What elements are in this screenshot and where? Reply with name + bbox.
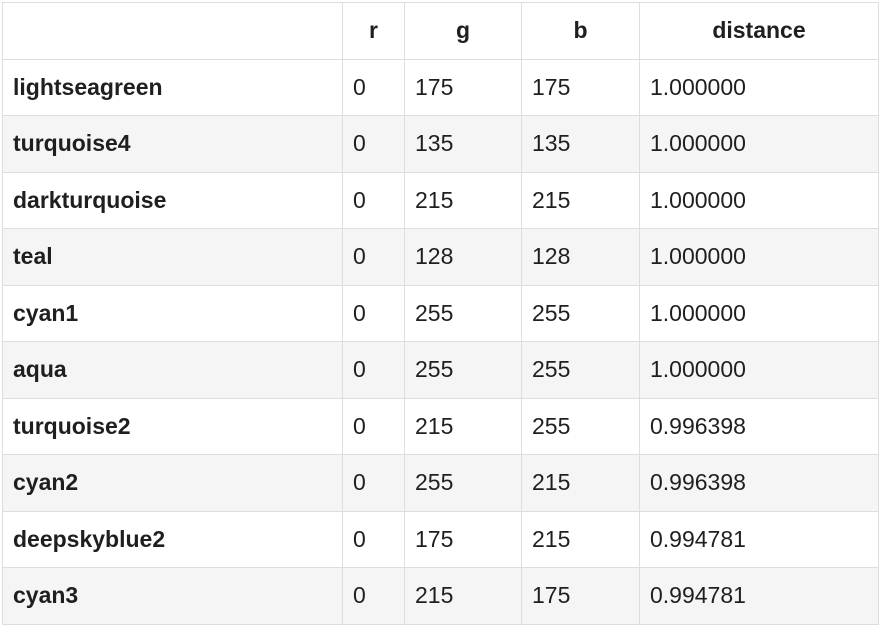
g-cell: 255: [404, 341, 522, 399]
distance-cell: 0.996398: [639, 397, 879, 455]
distance-cell: 1.000000: [639, 228, 879, 286]
g-cell: 135: [404, 115, 522, 173]
g-cell: 175: [404, 510, 522, 568]
distance-cell: 1.000000: [639, 341, 879, 399]
header-index: [2, 2, 343, 60]
b-cell: 128: [521, 228, 640, 286]
g-cell: 215: [404, 171, 522, 229]
table-row: aqua 0 255 255 1.000000: [2, 341, 879, 399]
r-cell: 0: [342, 115, 405, 173]
b-cell: 215: [521, 454, 640, 512]
r-cell: 0: [342, 284, 405, 342]
g-cell: 255: [404, 284, 522, 342]
distance-cell: 0.994781: [639, 567, 879, 625]
b-cell: 175: [521, 58, 640, 116]
dataframe-table: r g b distance lightseagreen 0 175 175 1…: [2, 2, 879, 625]
row-index-cell: lightseagreen: [2, 58, 343, 116]
table-row: turquoise2 0 215 255 0.996398: [2, 397, 879, 455]
distance-cell: 1.000000: [639, 171, 879, 229]
row-index-cell: turquoise4: [2, 115, 343, 173]
table-body: lightseagreen 0 175 175 1.000000 turquoi…: [2, 58, 879, 625]
distance-cell: 1.000000: [639, 58, 879, 116]
table-row: lightseagreen 0 175 175 1.000000: [2, 58, 879, 116]
b-cell: 255: [521, 397, 640, 455]
b-cell: 255: [521, 284, 640, 342]
b-cell: 135: [521, 115, 640, 173]
table-row: darkturquoise 0 215 215 1.000000: [2, 171, 879, 229]
g-cell: 215: [404, 397, 522, 455]
distance-cell: 1.000000: [639, 115, 879, 173]
row-index-cell: turquoise2: [2, 397, 343, 455]
r-cell: 0: [342, 510, 405, 568]
table-row: deepskyblue2 0 175 215 0.994781: [2, 510, 879, 568]
r-cell: 0: [342, 567, 405, 625]
table-row: cyan1 0 255 255 1.000000: [2, 284, 879, 342]
row-index-cell: cyan3: [2, 567, 343, 625]
b-cell: 175: [521, 567, 640, 625]
table-row: turquoise4 0 135 135 1.000000: [2, 115, 879, 173]
row-index-cell: darkturquoise: [2, 171, 343, 229]
g-cell: 128: [404, 228, 522, 286]
r-cell: 0: [342, 454, 405, 512]
table-row: cyan3 0 215 175 0.994781: [2, 567, 879, 625]
r-cell: 0: [342, 341, 405, 399]
r-cell: 0: [342, 171, 405, 229]
row-index-cell: cyan2: [2, 454, 343, 512]
header-row: r g b distance: [2, 2, 879, 60]
dataframe-table-container: r g b distance lightseagreen 0 175 175 1…: [2, 2, 879, 625]
distance-cell: 1.000000: [639, 284, 879, 342]
header-b: b: [521, 2, 640, 60]
r-cell: 0: [342, 397, 405, 455]
b-cell: 215: [521, 171, 640, 229]
header-r: r: [342, 2, 405, 60]
header-distance: distance: [639, 2, 879, 60]
b-cell: 215: [521, 510, 640, 568]
g-cell: 215: [404, 567, 522, 625]
table-row: cyan2 0 255 215 0.996398: [2, 454, 879, 512]
table-row: teal 0 128 128 1.000000: [2, 228, 879, 286]
distance-cell: 0.996398: [639, 454, 879, 512]
table-header: r g b distance: [2, 2, 879, 60]
row-index-cell: cyan1: [2, 284, 343, 342]
row-index-cell: aqua: [2, 341, 343, 399]
b-cell: 255: [521, 341, 640, 399]
r-cell: 0: [342, 228, 405, 286]
row-index-cell: teal: [2, 228, 343, 286]
g-cell: 175: [404, 58, 522, 116]
distance-cell: 0.994781: [639, 510, 879, 568]
row-index-cell: deepskyblue2: [2, 510, 343, 568]
g-cell: 255: [404, 454, 522, 512]
r-cell: 0: [342, 58, 405, 116]
header-g: g: [404, 2, 522, 60]
